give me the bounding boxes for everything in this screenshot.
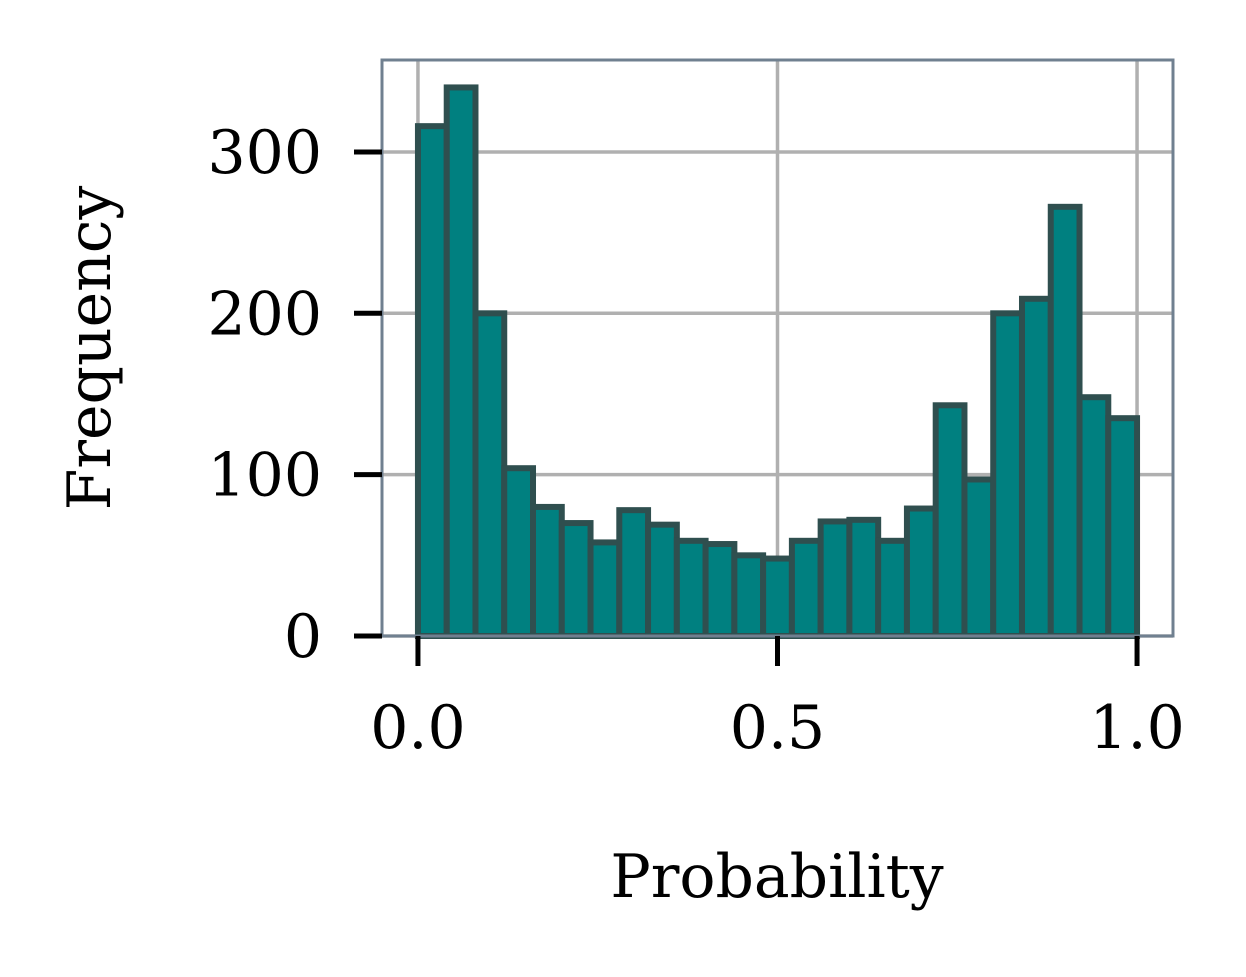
histogram-bar [645, 521, 680, 639]
y-tick-label: 0 [284, 602, 322, 672]
histogram-bar [1105, 415, 1141, 639]
histogram-bar [903, 505, 939, 639]
histogram-bar [702, 541, 738, 640]
histogram-bar [1047, 203, 1083, 640]
x-axis-ticks: 0.0 0.5 1.0 [370, 636, 1185, 763]
histogram-bar [731, 552, 767, 640]
histogram-bar [558, 520, 594, 640]
histogram-bar [846, 516, 882, 639]
y-tick-label: 200 [207, 279, 322, 349]
histogram-bar [990, 310, 1025, 639]
x-tick-label: 0.0 [370, 693, 465, 763]
x-tick-label: 1.0 [1089, 693, 1184, 763]
histogram-bar [472, 310, 508, 639]
histogram-bar [414, 123, 450, 639]
histogram-bar [817, 518, 853, 639]
histogram-bar [875, 537, 910, 639]
histogram-bar [443, 84, 479, 639]
x-axis-label: Probability [610, 842, 943, 912]
histogram-bar [530, 503, 565, 640]
y-axis-label: Frequency [55, 186, 125, 511]
y-tick-label: 100 [207, 441, 322, 511]
histogram-bar [788, 537, 824, 639]
histogram-bar [673, 537, 709, 639]
x-tick-label: 0.5 [730, 693, 825, 763]
histogram-bar [587, 539, 623, 639]
histogram-bar [932, 402, 968, 639]
y-axis-ticks: 0 100 200 300 [207, 118, 382, 672]
histogram-bar [1076, 394, 1112, 639]
y-tick-label: 300 [207, 118, 322, 188]
histogram-bar [760, 555, 795, 640]
histogram-bar [961, 476, 997, 639]
histogram-bar [616, 507, 652, 640]
histogram-bar [501, 465, 537, 640]
histogram-bar [1018, 295, 1054, 639]
